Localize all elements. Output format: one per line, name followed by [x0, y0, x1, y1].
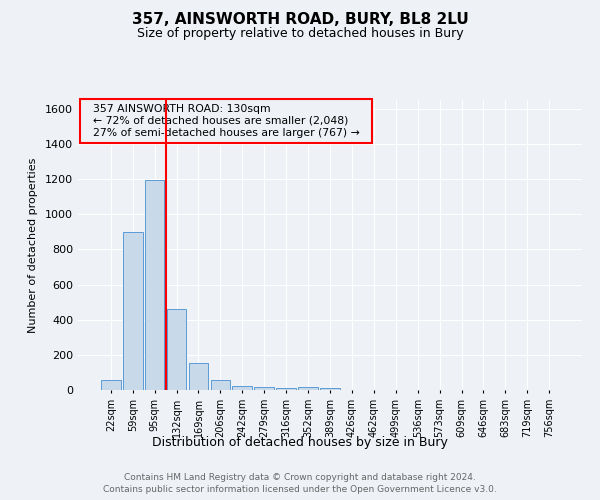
- Text: Size of property relative to detached houses in Bury: Size of property relative to detached ho…: [137, 28, 463, 40]
- Bar: [145, 180, 164, 390]
- Bar: [123, 232, 143, 390]
- Bar: [101, 380, 121, 390]
- Y-axis label: Number of detached properties: Number of detached properties: [28, 158, 38, 332]
- Text: 357 AINSWORTH ROAD: 130sqm  
  ← 72% of detached houses are smaller (2,048)  
  : 357 AINSWORTH ROAD: 130sqm ← 72% of deta…: [86, 104, 367, 138]
- Bar: [276, 388, 296, 390]
- Bar: [211, 380, 230, 390]
- Bar: [254, 388, 274, 390]
- Bar: [167, 309, 187, 390]
- Text: 357, AINSWORTH ROAD, BURY, BL8 2LU: 357, AINSWORTH ROAD, BURY, BL8 2LU: [131, 12, 469, 28]
- Bar: [298, 388, 318, 390]
- Bar: [188, 363, 208, 390]
- Bar: [232, 386, 252, 390]
- Text: Distribution of detached houses by size in Bury: Distribution of detached houses by size …: [152, 436, 448, 449]
- Bar: [320, 388, 340, 390]
- Text: Contains public sector information licensed under the Open Government Licence v3: Contains public sector information licen…: [103, 484, 497, 494]
- Text: Contains HM Land Registry data © Crown copyright and database right 2024.: Contains HM Land Registry data © Crown c…: [124, 473, 476, 482]
